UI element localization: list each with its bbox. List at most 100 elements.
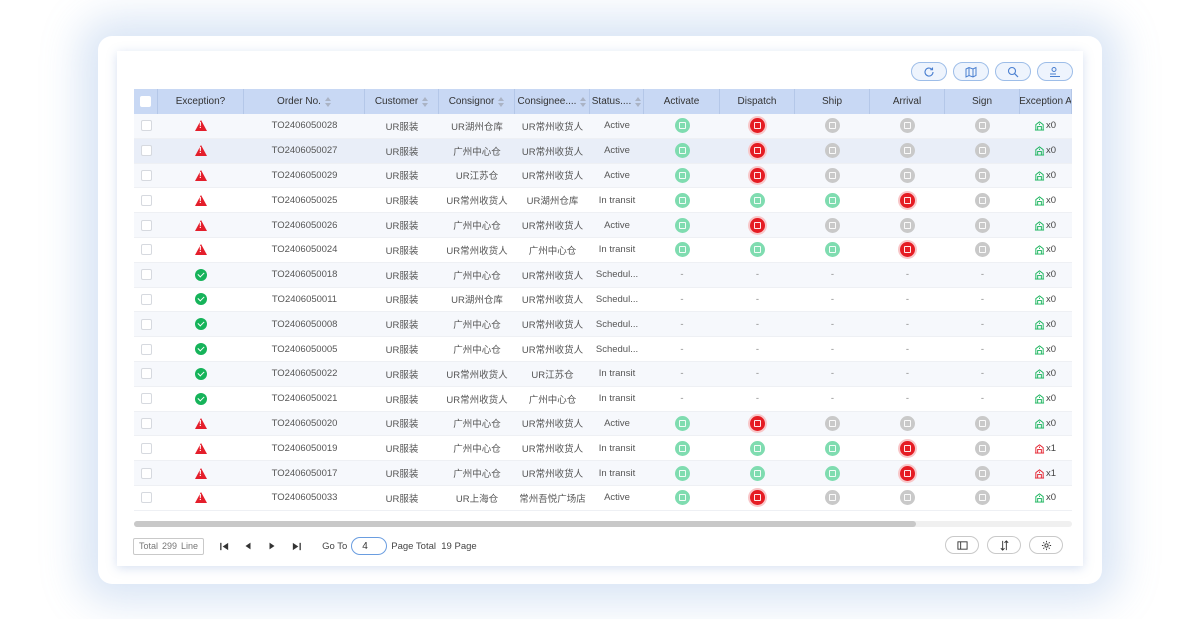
exception-abnormal-indicator[interactable]: x0 — [1020, 294, 1072, 305]
sort-arrows-icon[interactable] — [324, 96, 331, 107]
column-header-status[interactable]: Status.... — [590, 89, 644, 114]
dispatch-stage-icon[interactable] — [750, 490, 765, 506]
filter-list-button[interactable] — [1037, 62, 1073, 81]
search-button[interactable] — [995, 62, 1031, 81]
activate-stage-icon[interactable] — [674, 242, 690, 258]
activate-stage-icon[interactable] — [674, 167, 690, 183]
horizontal-scrollbar[interactable] — [134, 521, 1072, 527]
column-header-sign[interactable]: Sign — [945, 89, 1020, 114]
row-checkbox[interactable] — [140, 393, 152, 405]
goto-page-input[interactable] — [351, 537, 388, 555]
exception-abnormal-indicator[interactable]: x0 — [1020, 120, 1072, 131]
dispatch-stage-icon[interactable] — [750, 415, 765, 431]
order-value[interactable]: TO2406050017 — [271, 467, 338, 479]
table-row[interactable]: TO2406050025 UR服装 UR常州收货人 UR湖州仓库 In transit x… — [134, 188, 1072, 214]
prev-page-button[interactable] — [242, 540, 254, 552]
order-value[interactable]: TO2406050011 — [271, 293, 338, 305]
sign-stage-icon[interactable] — [975, 143, 990, 159]
exception-abnormal-indicator[interactable]: x0 — [1020, 145, 1072, 156]
row-checkbox[interactable] — [140, 293, 152, 305]
sort-arrows-icon[interactable] — [422, 96, 429, 107]
row-checkbox[interactable] — [140, 169, 152, 181]
column-header-dispatch[interactable]: Dispatch — [720, 89, 795, 114]
row-checkbox[interactable] — [140, 244, 152, 256]
exception-abnormal-indicator[interactable]: x0 — [1020, 492, 1072, 503]
scrollbar-thumb[interactable] — [134, 521, 916, 527]
table-row[interactable]: TO2406050019 UR服装 广州中心仓 UR常州收货人 In transit x1 — [134, 436, 1072, 462]
order-value[interactable]: TO2406050018 — [271, 269, 338, 281]
order-value[interactable]: TO2406050025 — [271, 194, 338, 206]
ship-stage-icon[interactable] — [825, 490, 840, 506]
column-header-activate[interactable]: Activate — [644, 89, 720, 114]
column-header-arrival[interactable]: Arrival — [870, 89, 945, 114]
activate-stage-icon[interactable] — [674, 217, 690, 233]
activate-stage-icon[interactable] — [674, 490, 690, 506]
first-page-button[interactable] — [218, 540, 230, 552]
map-button[interactable] — [953, 62, 989, 81]
order-value[interactable]: TO2406050024 — [271, 244, 338, 256]
table-row[interactable]: TO2406050017 UR服装 广州中心仓 UR常州收货人 In transit x1 — [134, 461, 1072, 486]
sign-stage-icon[interactable] — [975, 440, 990, 456]
ship-stage-icon[interactable] — [825, 167, 840, 183]
exception-abnormal-indicator[interactable]: x0 — [1020, 319, 1072, 330]
exception-abnormal-indicator[interactable]: x0 — [1020, 170, 1072, 181]
exception-abnormal-indicator[interactable]: x0 — [1020, 418, 1072, 429]
arrival-stage-icon[interactable] — [900, 118, 915, 134]
ship-stage-icon[interactable] — [825, 415, 840, 431]
table-row[interactable]: TO2406050033 UR服装 UR上海仓 常州吾悦广场店 Active x0 — [134, 486, 1072, 511]
table-row[interactable]: TO2406050021 UR服装 UR常州收货人 广州中心仓 In transit - -… — [134, 387, 1072, 412]
sign-stage-icon[interactable] — [975, 242, 990, 258]
ship-stage-icon[interactable] — [825, 192, 840, 208]
table-row[interactable]: TO2406050011 UR服装 UR湖州仓库 UR常州收货人 Schedul... -… — [134, 288, 1072, 313]
column-header-check[interactable] — [134, 89, 158, 114]
next-page-button[interactable] — [266, 540, 278, 552]
order-value[interactable]: TO2406050033 — [271, 492, 338, 504]
select-all-checkbox[interactable] — [140, 96, 151, 107]
arrival-stage-icon[interactable] — [900, 465, 915, 481]
sign-stage-icon[interactable] — [975, 415, 990, 431]
arrival-stage-icon[interactable] — [900, 167, 915, 183]
ship-stage-icon[interactable] — [825, 242, 840, 258]
exception-abnormal-indicator[interactable]: x0 — [1020, 195, 1072, 206]
row-checkbox[interactable] — [140, 467, 152, 479]
row-checkbox[interactable] — [140, 492, 152, 504]
exception-abnormal-indicator[interactable]: x1 — [1020, 443, 1072, 454]
arrival-stage-icon[interactable] — [900, 143, 915, 159]
order-value[interactable]: TO2406050027 — [271, 145, 338, 157]
arrival-stage-icon[interactable] — [900, 490, 915, 506]
ship-stage-icon[interactable] — [825, 217, 840, 233]
table-row[interactable]: TO2406050022 UR服装 UR常州收货人 UR江苏仓 In transit - -… — [134, 361, 1072, 387]
column-header-order[interactable]: Order No. — [244, 89, 365, 114]
activate-stage-icon[interactable] — [674, 143, 690, 159]
activate-stage-icon[interactable] — [674, 440, 690, 456]
ship-stage-icon[interactable] — [825, 465, 840, 481]
ship-stage-icon[interactable] — [825, 118, 840, 134]
exception-abnormal-indicator[interactable]: x0 — [1020, 269, 1072, 280]
dispatch-stage-icon[interactable] — [750, 465, 765, 481]
order-value[interactable]: TO2406050020 — [271, 417, 338, 429]
sort-arrows-icon[interactable] — [580, 96, 587, 107]
sign-stage-icon[interactable] — [975, 217, 990, 233]
row-checkbox[interactable] — [140, 318, 152, 330]
exception-abnormal-indicator[interactable]: x0 — [1020, 368, 1072, 379]
exception-abnormal-indicator[interactable]: x1 — [1020, 468, 1072, 479]
exception-abnormal-indicator[interactable]: x0 — [1020, 344, 1072, 355]
arrival-stage-icon[interactable] — [900, 415, 915, 431]
column-header-consignee[interactable]: Consignee.... — [515, 89, 590, 114]
order-value[interactable]: TO2406050008 — [271, 318, 338, 330]
column-layout-button[interactable] — [945, 536, 979, 554]
sort-arrows-icon[interactable] — [635, 96, 642, 107]
activate-stage-icon[interactable] — [674, 192, 690, 208]
dispatch-stage-icon[interactable] — [750, 217, 765, 233]
table-row[interactable]: TO2406050029 UR服装 UR江苏仓 UR常州收货人 Active x0 — [134, 163, 1072, 189]
exception-abnormal-indicator[interactable]: x0 — [1020, 393, 1072, 404]
table-row[interactable]: TO2406050026 UR服装 广州中心仓 UR常州收货人 Active x0 — [134, 213, 1072, 238]
settings-button[interactable] — [1029, 536, 1063, 554]
order-value[interactable]: TO2406050029 — [271, 169, 338, 181]
sign-stage-icon[interactable] — [975, 465, 990, 481]
order-value[interactable]: TO2406050019 — [271, 442, 338, 454]
last-page-button[interactable] — [290, 540, 302, 552]
refresh-button[interactable] — [911, 62, 947, 81]
table-row[interactable]: TO2406050005 UR服装 广州中心仓 UR常州收货人 Schedul... - -… — [134, 337, 1072, 362]
order-value[interactable]: TO2406050021 — [271, 393, 338, 405]
